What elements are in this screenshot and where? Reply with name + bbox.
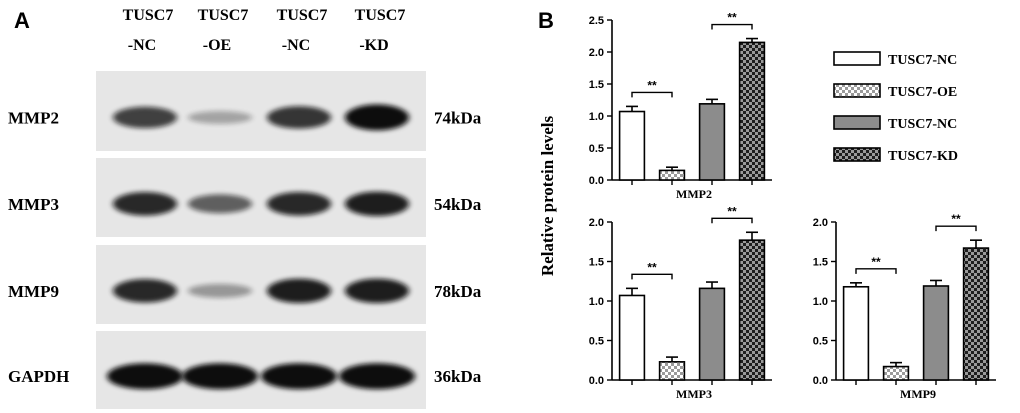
protein-label: MMP9 [8,282,59,301]
blot-band [345,104,409,131]
y-tick-label: 0.0 [589,375,604,387]
panel-b-letter: B [538,8,554,33]
significance-label: ** [871,255,881,269]
legend-swatch [833,147,881,162]
blot-band [345,191,409,217]
bar-charts-panel: B Relative protein levels 0.0 0.5 1.0 1.5 2.… [538,8,996,401]
bar-chart-mmp3: 0.0 0.5 1.0 1.5 2.0 ** ** MMP3 [589,204,772,401]
legend-entry: TUSC7-NC [833,115,957,132]
significance-label: ** [727,204,737,218]
significance-bracket [935,225,977,232]
significance-bracket [711,23,753,30]
protein-label: GAPDH [8,367,69,386]
blot-band [267,106,331,129]
significance-label: ** [727,11,737,25]
blot-band [188,283,252,298]
y-tick-label: 1.0 [589,296,604,308]
significance-bracket [855,268,897,274]
legend-label: TUSC7-OE [888,85,957,100]
bar-chart-mmp9: 0.0 0.5 1.0 1.5 2.0 ** ** MMP9 [813,212,996,401]
y-tick-label: 1.5 [589,257,604,269]
blot-row-gapdh: GAPDH 36kDa [8,331,482,409]
bar [738,41,766,181]
blot-band [113,192,177,216]
bar [738,239,766,381]
significance-label: ** [951,212,961,226]
bar [618,110,646,181]
legend-entry: TUSC7-KD [833,147,958,164]
bar [698,103,726,181]
lane-label-line2: -KD [359,37,388,54]
y-tick-label: 2.0 [589,47,604,59]
y-tick-label: 0.5 [589,143,604,155]
y-tick-label: 1.5 [589,79,604,91]
bar [882,365,910,381]
significance-bracket [631,91,673,98]
lane-label-line1: TUSC7 [355,7,406,24]
blot-row-mmp9: MMP9 78kDa [8,245,482,324]
blot-band [339,363,415,390]
blot-row-mmp2: MMP2 74kDa [8,71,482,151]
significance-bracket [631,273,673,280]
significance-label: ** [647,78,657,92]
y-tick-label: 1.0 [813,296,828,308]
blot-band [267,192,331,216]
y-tick-label: 0.0 [589,175,604,187]
blot-band [261,363,337,390]
legend-swatch [833,115,881,130]
blot-band [267,278,331,304]
y-tick-label: 2.0 [589,217,604,229]
y-tick-label: 0.0 [813,375,828,387]
panel-a-letter: A [14,8,30,33]
x-axis-label: MMP2 [676,187,712,201]
protein-size-label: 36kDa [434,367,482,386]
western-blot-panel: A TUSC7 -NC TUSC7 -OE TUSC7 -NC TUSC7 -KD MMP2 7… [8,7,482,409]
protein-size-label: 54kDa [434,195,482,214]
legend-swatch [833,83,881,98]
lane-label-line1: TUSC7 [198,7,249,24]
blot-band [345,278,409,304]
y-tick-label: 2.0 [813,217,828,229]
blot-band [188,110,252,124]
x-axis-label: MMP3 [676,387,712,401]
bar [922,285,950,381]
legend-entry: TUSC7-OE [833,83,957,100]
protein-size-label: 74kDa [434,108,482,127]
y-tick-label: 0.5 [589,336,604,348]
y-axis-label: Relative protein levels [538,116,557,277]
bar [698,287,726,381]
y-tick-label: 2.5 [589,15,604,27]
protein-label: MMP2 [8,108,59,127]
bar [658,169,686,181]
y-tick-label: 1.5 [813,257,828,269]
bar [962,247,990,381]
y-tick-label: 1.0 [589,111,604,123]
bar [618,294,646,381]
y-tick-label: 0.5 [813,336,828,348]
legend-label: TUSC7-NC [888,117,957,132]
blot-band [113,279,177,303]
x-axis-label: MMP9 [900,387,936,401]
protein-size-label: 78kDa [434,282,482,301]
legend-swatch [833,51,881,66]
blot-row-mmp3: MMP3 54kDa [8,158,482,237]
blot-band [188,194,252,214]
lane-label-line2: -NC [128,37,156,54]
lane-label-line2: -NC [282,37,310,54]
legend-label: TUSC7-NC [888,53,957,68]
lane-label-line1: TUSC7 [277,7,328,24]
significance-label: ** [647,260,657,274]
lane-label-line2: -OE [203,37,231,54]
blot-band [182,363,258,390]
bar [842,285,870,381]
lane-label-line1: TUSC7 [123,7,174,24]
bar-chart-mmp2: 0.0 0.5 1.0 1.5 2.0 2.5 ** ** MMP2 [589,11,772,201]
significance-bracket [711,217,753,224]
blot-band [107,363,183,390]
protein-label: MMP3 [8,195,59,214]
blot-band [113,106,177,129]
legend-entry: TUSC7-NC [833,51,957,68]
bar [658,361,686,381]
legend-label: TUSC7-KD [888,149,958,164]
